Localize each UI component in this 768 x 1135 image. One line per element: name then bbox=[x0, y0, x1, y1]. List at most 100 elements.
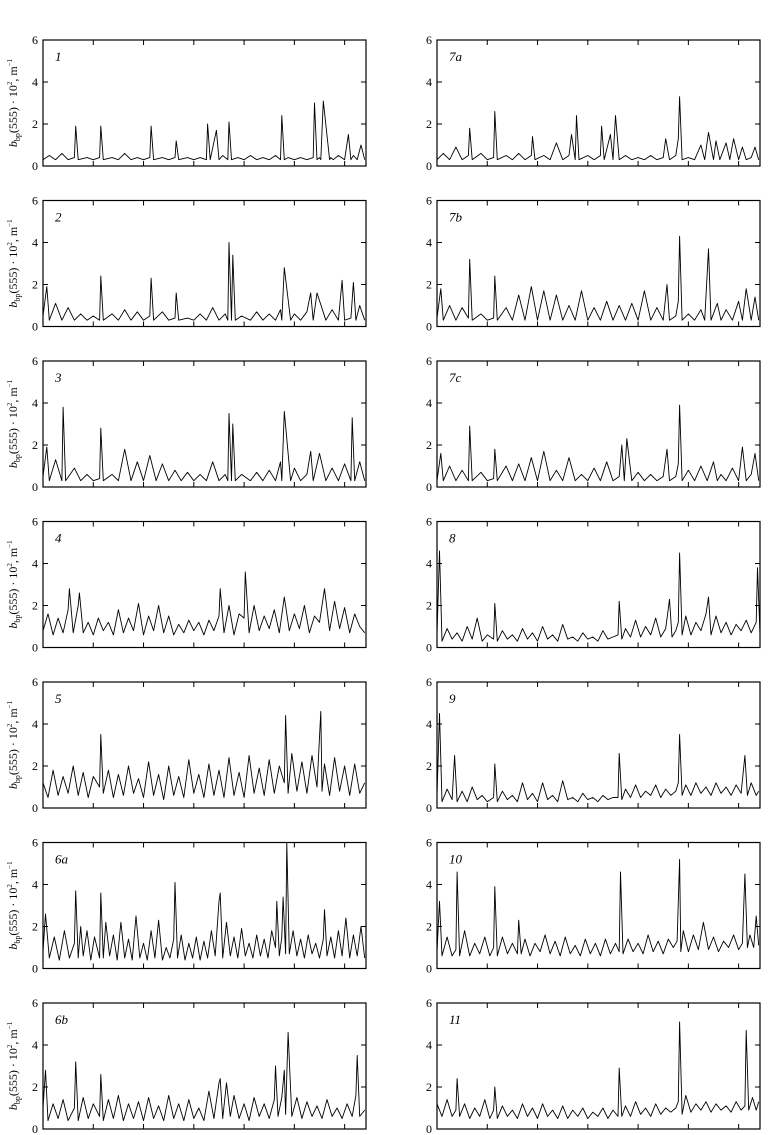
panel-label: 8 bbox=[449, 531, 456, 546]
ylabel-main: b bbox=[6, 783, 20, 789]
data-series-line bbox=[42, 1031, 366, 1122]
data-series-line bbox=[42, 242, 366, 321]
ylabel-unit: , m bbox=[6, 1029, 20, 1045]
ylabel-unit-sup: −1 bbox=[6, 861, 14, 869]
panel-label: 7a bbox=[449, 49, 463, 64]
y-tick-label: 0 bbox=[426, 962, 432, 976]
plot-frame bbox=[42, 360, 367, 488]
panel-10: 0 2 4 6 10 bbox=[426, 836, 761, 976]
y-tick-label: 6 bbox=[426, 515, 432, 529]
y-tick-label: 6 bbox=[32, 515, 38, 529]
ylabel-sub: bp bbox=[13, 294, 22, 302]
ylabel-main: b bbox=[6, 462, 20, 468]
ylabel-sub: bp bbox=[13, 1096, 22, 1104]
y-tick-label: 4 bbox=[426, 878, 432, 892]
ylabel-main: b bbox=[6, 141, 20, 147]
y-tick-label: 6 bbox=[32, 836, 38, 850]
panel-label: 10 bbox=[449, 852, 463, 867]
data-series-line bbox=[436, 235, 760, 321]
ylabel-sub: bp bbox=[13, 936, 22, 944]
panel-label: 11 bbox=[449, 1012, 461, 1027]
plot-frame bbox=[42, 199, 367, 328]
ylabel-sub: bp bbox=[13, 454, 22, 462]
panel-label: 7c bbox=[449, 370, 462, 385]
y-tick-label: 0 bbox=[32, 1122, 38, 1135]
y-tick-label: 6 bbox=[32, 675, 38, 689]
ylabel-sup: 2 bbox=[6, 402, 14, 406]
y-tick-label: 2 bbox=[426, 599, 432, 613]
ylabel-unit-sup: −1 bbox=[6, 1021, 14, 1029]
y-tick-label: 0 bbox=[32, 320, 38, 334]
y-axis-label: bbp(555) · 102, m−1 bbox=[6, 379, 22, 468]
y-tick-label: 2 bbox=[426, 920, 432, 934]
data-series-line bbox=[436, 404, 760, 482]
data-series-line bbox=[42, 100, 366, 161]
y-tick-label: 6 bbox=[426, 33, 432, 47]
panel-9: 0 2 4 6 9 bbox=[426, 675, 761, 815]
ylabel-unit: , m bbox=[6, 547, 20, 563]
ylabel-rest: (555) · 10 bbox=[6, 85, 20, 133]
y-tick-label: 6 bbox=[426, 996, 432, 1010]
y-axis-label: bbp(555) · 102, m−1 bbox=[6, 700, 22, 789]
ylabel-sup: 2 bbox=[6, 884, 14, 888]
ylabel-sub: bp bbox=[13, 615, 22, 623]
data-series-line bbox=[436, 713, 760, 803]
y-tick-label: 0 bbox=[426, 641, 432, 655]
y-axis-label: bbp(555) · 102, m−1 bbox=[6, 861, 22, 950]
data-series-line bbox=[42, 842, 366, 961]
panel-label: 5 bbox=[55, 691, 62, 706]
ylabel-main: b bbox=[6, 944, 20, 950]
panel-7a: 0 2 4 6 7a bbox=[426, 33, 761, 173]
y-tick-label: 2 bbox=[32, 438, 38, 452]
ylabel-unit-sup: −1 bbox=[6, 700, 14, 708]
plot-frame bbox=[436, 520, 761, 649]
data-series-line bbox=[436, 550, 761, 642]
plot-frame bbox=[436, 1002, 761, 1130]
y-tick-label: 0 bbox=[426, 1122, 432, 1135]
y-tick-label: 4 bbox=[32, 236, 38, 250]
plot-frame bbox=[436, 681, 761, 809]
y-tick-label: 4 bbox=[426, 717, 432, 731]
ylabel-rest: (555) · 10 bbox=[6, 727, 20, 775]
panel-label: 2 bbox=[55, 210, 62, 225]
ylabel-sup: 2 bbox=[6, 242, 14, 246]
ylabel-rest: (555) · 10 bbox=[6, 1048, 20, 1096]
plot-frame bbox=[42, 841, 367, 970]
y-tick-label: 6 bbox=[426, 354, 432, 368]
data-series-line bbox=[42, 710, 366, 801]
panel-label: 4 bbox=[55, 531, 62, 546]
y-tick-label: 0 bbox=[32, 159, 38, 173]
panel-label: 6b bbox=[55, 1012, 69, 1027]
ylabel-unit: , m bbox=[6, 708, 20, 724]
y-tick-label: 6 bbox=[32, 354, 38, 368]
ylabel-sub: bp bbox=[13, 133, 22, 141]
y-tick-label: 6 bbox=[426, 836, 432, 850]
y-tick-label: 2 bbox=[32, 599, 38, 613]
y-tick-label: 4 bbox=[32, 717, 38, 731]
y-tick-label: 0 bbox=[426, 159, 432, 173]
data-series-line bbox=[42, 406, 366, 482]
y-tick-label: 4 bbox=[426, 75, 432, 89]
y-tick-label: 6 bbox=[426, 675, 432, 689]
y-tick-label: 4 bbox=[32, 75, 38, 89]
ylabel-sup: 2 bbox=[6, 1044, 14, 1048]
panel-8: 0 2 4 6 8 bbox=[426, 515, 761, 655]
ylabel-main: b bbox=[6, 302, 20, 308]
plot-frame bbox=[436, 360, 761, 488]
y-tick-label: 2 bbox=[426, 759, 432, 773]
plot-frame bbox=[436, 39, 761, 167]
y-axis-label: bbp(555) · 102, m−1 bbox=[6, 219, 22, 308]
ylabel-unit-sup: −1 bbox=[6, 58, 14, 66]
y-tick-label: 0 bbox=[32, 480, 38, 494]
panel-label: 7b bbox=[449, 210, 463, 225]
panel-7c: 0 2 4 6 7c bbox=[426, 354, 761, 494]
data-series-line bbox=[42, 571, 366, 636]
data-series-line bbox=[436, 858, 760, 957]
y-tick-label: 4 bbox=[32, 396, 38, 410]
y-tick-label: 2 bbox=[426, 1080, 432, 1094]
